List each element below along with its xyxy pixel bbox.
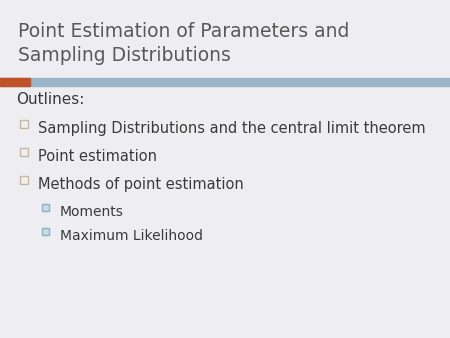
Text: Maximum Likelihood: Maximum Likelihood <box>60 229 203 243</box>
Text: Point estimation: Point estimation <box>38 149 157 164</box>
Bar <box>20 148 28 156</box>
Text: Point Estimation of Parameters and: Point Estimation of Parameters and <box>18 22 349 41</box>
Bar <box>42 204 49 211</box>
Text: Outlines:: Outlines: <box>16 92 85 107</box>
Text: Sampling Distributions: Sampling Distributions <box>18 46 231 65</box>
Bar <box>20 120 28 128</box>
Text: Moments: Moments <box>60 205 124 219</box>
Bar <box>0 78 450 86</box>
Bar <box>0 78 30 86</box>
Text: Sampling Distributions and the central limit theorem: Sampling Distributions and the central l… <box>38 121 426 136</box>
Bar <box>42 228 49 235</box>
Bar <box>20 176 28 184</box>
Text: Methods of point estimation: Methods of point estimation <box>38 177 244 192</box>
